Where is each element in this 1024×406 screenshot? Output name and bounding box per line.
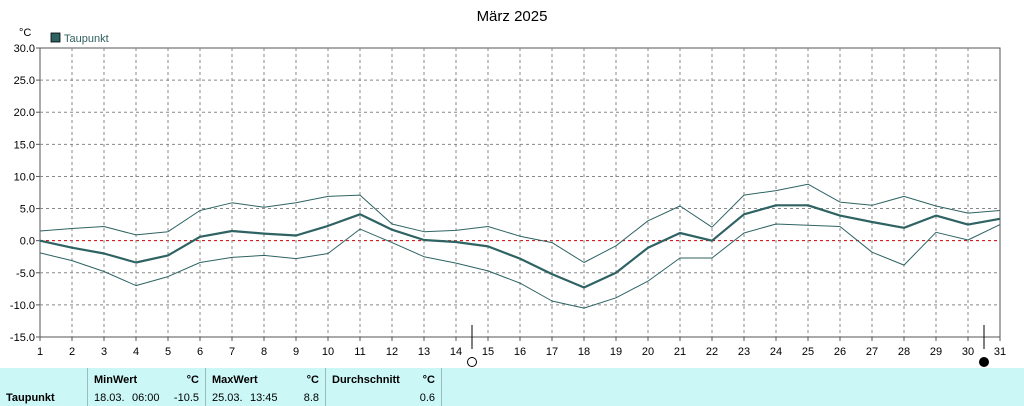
x-tick-label: 8	[261, 346, 267, 358]
y-tick-label: 20.0	[14, 107, 35, 119]
x-tick-label: 13	[418, 346, 430, 358]
x-tick-label: 2	[69, 346, 75, 358]
y-tick-label: -10.0	[10, 300, 35, 312]
x-tick-label: 22	[706, 346, 718, 358]
x-tick-label: 6	[197, 346, 203, 358]
series-line-max	[39, 183, 1001, 263]
x-tick-label: 9	[293, 346, 299, 358]
x-tick-label: 5	[165, 346, 171, 358]
x-tick-label: 12	[386, 346, 398, 358]
x-tick-label: 15	[482, 346, 494, 358]
max-cell: MaxWert °C 25.03. 13:45 8.8	[206, 368, 326, 406]
x-tick-label: 7	[229, 346, 235, 358]
x-tick-label: 25	[802, 346, 814, 358]
avg-value: 0.6	[419, 392, 435, 404]
x-tick-label: 18	[578, 346, 590, 358]
avg-unit: °C	[422, 374, 435, 386]
y-tick-label: 10.0	[14, 171, 35, 183]
x-tick-label: 31	[994, 346, 1006, 358]
x-tick-label: 27	[866, 346, 878, 358]
max-date: 25.03.	[212, 392, 243, 404]
x-tick-label: 14	[450, 346, 462, 358]
stats-table: Taupunkt MinWert °C 18.03. 06:00 -10.5 M…	[0, 368, 1024, 406]
chart-title: März 2025	[477, 8, 548, 25]
dewpoint-chart: März 2025 °C Taupunkt -15.0 -10.0 -5.0 0.0 5…	[10, 8, 1006, 367]
max-unit: °C	[306, 374, 319, 386]
x-tick-label: 21	[674, 346, 686, 358]
legend-label: Taupunkt	[64, 33, 109, 45]
y-tick-label: 5.0	[20, 204, 35, 216]
series-line-min	[39, 223, 1001, 309]
stats-label-cell: Taupunkt	[0, 368, 88, 406]
max-header: MaxWert	[212, 374, 258, 386]
x-tick-label: 19	[610, 346, 622, 358]
x-tick-label: 1	[37, 346, 43, 358]
avg-cell: Durchschnitt °C 0.6	[326, 368, 442, 406]
new-moon-icon	[467, 357, 477, 367]
x-tick-label: 29	[930, 346, 942, 358]
x-tick-label: 26	[834, 346, 846, 358]
legend-swatch	[50, 32, 61, 43]
x-tick-label: 23	[738, 346, 750, 358]
min-header: MinWert	[94, 374, 138, 386]
x-tick-label: 17	[546, 346, 558, 358]
y-tick-label: -5.0	[16, 268, 35, 280]
min-date: 18.03.	[94, 392, 125, 404]
x-tick-label: 11	[354, 346, 365, 358]
series-line-average	[39, 204, 1001, 289]
min-unit: °C	[186, 374, 199, 386]
x-tick-label: 30	[962, 346, 974, 358]
y-tick-label: 25.0	[14, 75, 35, 87]
x-tick-label: 16	[514, 346, 526, 358]
min-cell: MinWert °C 18.03. 06:00 -10.5	[88, 368, 206, 406]
x-tick-label: 24	[770, 346, 782, 358]
min-value: -10.5	[173, 392, 199, 404]
x-tick-label: 28	[898, 346, 910, 358]
stats-row-label: Taupunkt	[6, 392, 55, 404]
x-tick-label: 10	[322, 346, 334, 358]
y-tick-label: 15.0	[14, 139, 35, 151]
y-unit-label: °C	[19, 27, 31, 39]
x-tick-label: 4	[133, 346, 139, 358]
y-tick-label: 0.0	[20, 236, 35, 248]
avg-header: Durchschnitt	[332, 374, 400, 386]
x-tick-label: 3	[101, 346, 107, 358]
plot-area: -15.0 -10.0 -5.0 0.0 5.0 10.0 15.0 20.0 25.0 30.0…	[10, 43, 1006, 367]
x-tick-label: 20	[642, 346, 654, 358]
y-tick-label: 30.0	[14, 43, 35, 55]
y-tick-label: -15.0	[10, 332, 35, 344]
max-value: 8.8	[303, 392, 319, 404]
full-moon-icon	[979, 357, 989, 367]
max-time: 13:45	[250, 392, 278, 404]
min-time: 06:00	[132, 392, 160, 404]
